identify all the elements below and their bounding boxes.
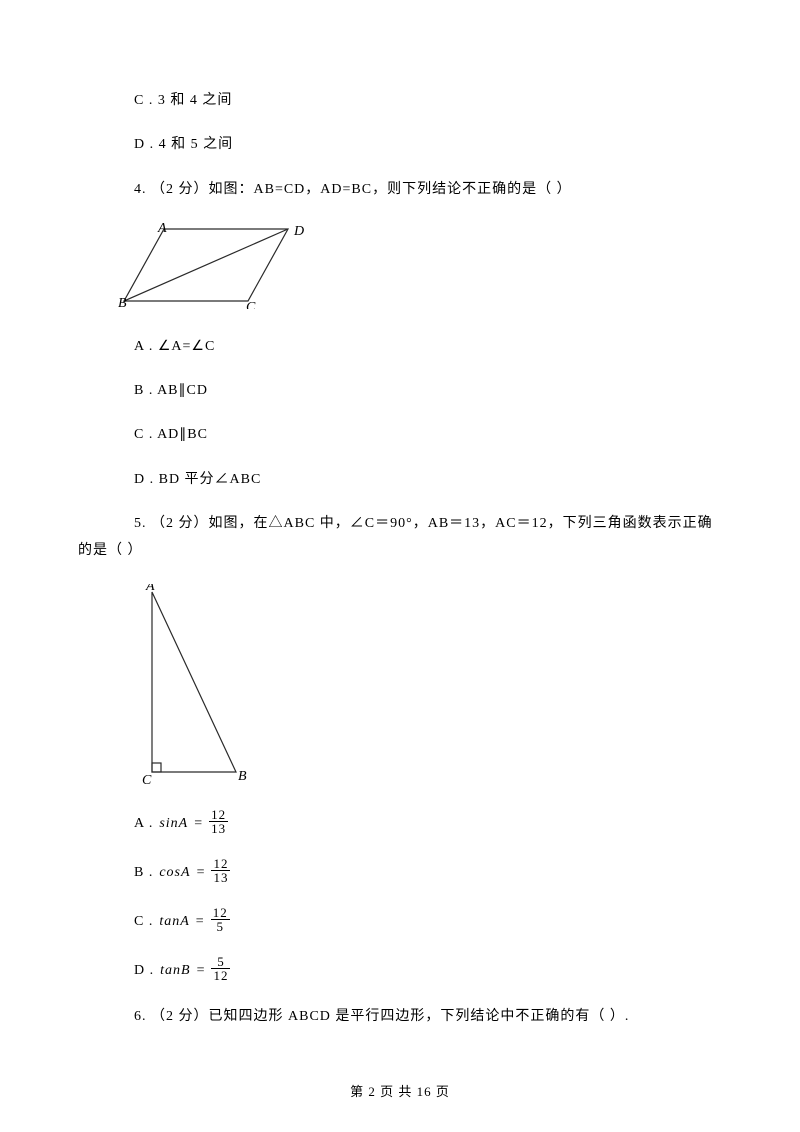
q4-option-d: D . BD 平分∠ABC <box>134 469 722 491</box>
page-content: C . 3 和 4 之间 D . 4 和 5 之间 4. （2 分）如图：AB=… <box>0 0 800 1059</box>
denominator: 13 <box>211 871 230 884</box>
q5-stem-1: 5. （2 分）如图，在△ABC 中，∠C＝90°，AB＝13，AC＝12，下列… <box>134 513 722 535</box>
numerator: 12 <box>211 857 230 871</box>
opt-label: C . <box>134 911 153 933</box>
vertex-a: A <box>157 223 167 236</box>
eq: = <box>196 911 205 933</box>
vertex-a: A <box>145 584 155 594</box>
vertex-d: D <box>293 224 304 239</box>
q4-stem: 4. （2 分）如图：AB=CD，AD=BC，则下列结论不正确的是（ ） <box>134 179 722 201</box>
q4-option-a: A . ∠A=∠C <box>134 336 722 358</box>
fraction: 12 5 <box>211 906 230 933</box>
numerator: 12 <box>209 808 228 822</box>
func: tanA <box>159 911 189 933</box>
denominator: 12 <box>211 969 230 982</box>
q3-option-d: D . 4 和 5 之间 <box>134 134 722 156</box>
func: cosA <box>159 862 190 884</box>
vertex-c: C <box>246 300 256 309</box>
numerator: 5 <box>211 955 230 969</box>
eq: = <box>197 862 206 884</box>
opt-label: A . <box>134 813 153 835</box>
q4-figure: A D B C <box>118 223 722 317</box>
opt-label: B . <box>134 862 153 884</box>
q5-option-d: D . tanB = 5 12 <box>134 957 722 984</box>
func: sinA <box>159 813 188 835</box>
fraction: 5 12 <box>211 955 230 982</box>
fraction: 12 13 <box>209 808 228 835</box>
eq: = <box>197 960 206 982</box>
vertex-b: B <box>238 769 247 784</box>
func: tanB <box>160 960 190 982</box>
opt-label: D . <box>134 960 154 982</box>
eq: = <box>194 813 203 835</box>
q6-stem: 6. （2 分）已知四边形 ABCD 是平行四边形，下列结论中不正确的有（ ）. <box>134 1006 722 1028</box>
q5-figure: A C B <box>134 584 722 792</box>
q3-option-c: C . 3 和 4 之间 <box>134 90 722 112</box>
fraction: 12 13 <box>211 857 230 884</box>
denominator: 13 <box>209 822 228 835</box>
q5-option-a: A . sinA = 12 13 <box>134 810 722 837</box>
q5-option-b: B . cosA = 12 13 <box>134 859 722 886</box>
page-footer: 第 2 页 共 16 页 <box>0 1081 800 1100</box>
q4-option-c: C . AD∥BC <box>134 424 722 446</box>
q5-stem-2: 的是（ ） <box>78 540 722 562</box>
numerator: 12 <box>211 906 230 920</box>
vertex-c: C <box>142 773 152 784</box>
q4-option-b: B . AB∥CD <box>134 380 722 402</box>
q5-option-c: C . tanA = 12 5 <box>134 908 722 935</box>
denominator: 5 <box>211 920 230 933</box>
vertex-b: B <box>118 296 127 309</box>
